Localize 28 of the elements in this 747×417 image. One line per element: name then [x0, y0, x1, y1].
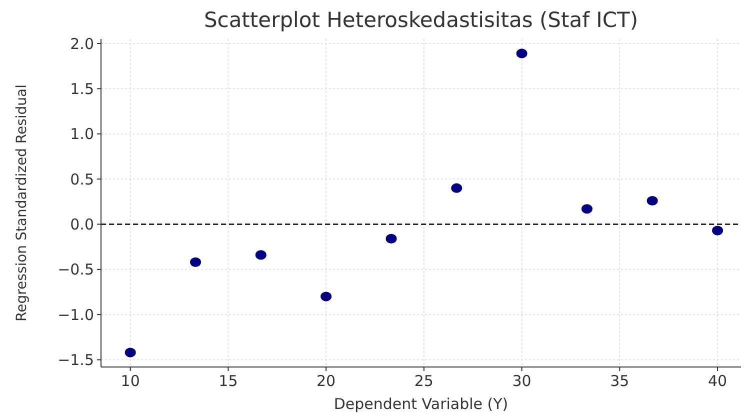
x-tick-label: 15 — [218, 372, 238, 390]
point — [190, 257, 202, 267]
x-axis-title: Dependent Variable (Y) — [334, 395, 508, 413]
point — [581, 204, 592, 214]
x-tick-label: 10 — [120, 372, 140, 390]
y-tick-label: 1.5 — [70, 80, 94, 98]
y-tick-label: 1.0 — [70, 125, 94, 144]
x-tick-label: 35 — [610, 372, 630, 390]
y-tick-label: 2.0 — [70, 34, 94, 53]
point — [255, 250, 266, 260]
x-tick-label: 20 — [316, 372, 336, 390]
y-axis-title: Regression Standardized Residual — [14, 84, 30, 322]
x-tick-label: 30 — [512, 372, 532, 390]
point — [124, 348, 136, 358]
y-tick-label: 0.0 — [70, 215, 94, 234]
point — [712, 226, 724, 236]
y-tick-label: −1.5 — [58, 351, 94, 370]
y-tick-label: 0.5 — [70, 170, 94, 188]
x-tick-label: 40 — [708, 372, 728, 390]
y-tick-label: −1.0 — [58, 306, 94, 324]
point — [646, 196, 658, 206]
point — [320, 292, 332, 302]
point — [386, 234, 397, 244]
x-tick-label: 25 — [414, 372, 434, 390]
point — [451, 183, 462, 193]
chart-title: Scatterplot Heteroskedastisitas (Staf ICT) — [204, 8, 638, 32]
y-tick-label: −0.5 — [58, 260, 94, 279]
point — [516, 48, 528, 58]
